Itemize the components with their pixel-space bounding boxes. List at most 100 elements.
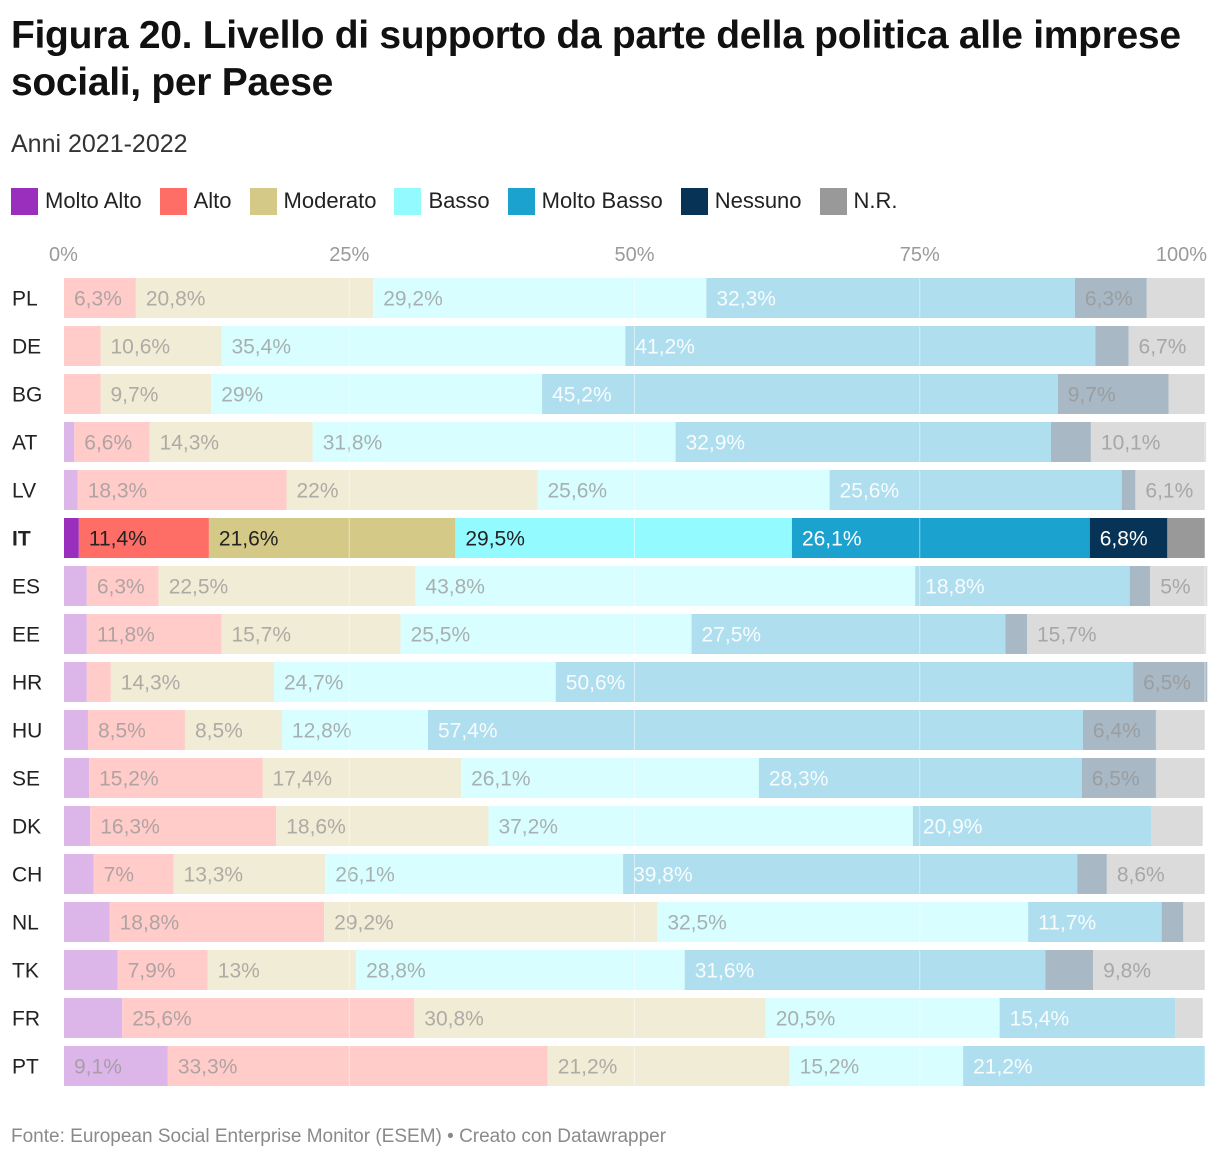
legend-swatch (680, 187, 708, 215)
data-label: 24,7% (284, 672, 344, 695)
row-label: HU (12, 720, 42, 743)
data-label: 8,5% (195, 720, 243, 743)
bar-segment (414, 998, 766, 1038)
bar-segment (173, 854, 326, 894)
row-label: PT (12, 1056, 39, 1079)
legend-swatch (249, 187, 277, 215)
bar-segment (1129, 566, 1151, 606)
row-label: CH (12, 864, 42, 887)
data-label: 10,1% (1101, 432, 1161, 455)
bar-segment (324, 902, 658, 942)
data-label: 7,9% (128, 960, 176, 983)
bar-segment (1090, 422, 1207, 462)
bar-segment (1133, 662, 1208, 702)
data-label: 13,3% (184, 864, 244, 887)
legend-swatch (507, 187, 535, 215)
row-label: ES (12, 576, 40, 599)
bar-segment (64, 662, 87, 702)
data-label: 22,5% (169, 576, 229, 599)
bar-segment (1093, 950, 1205, 990)
data-label: 32,9% (686, 432, 746, 455)
bar-segment (1175, 998, 1203, 1038)
data-label: 18,8% (925, 576, 985, 599)
data-label: 9,7% (1068, 384, 1116, 407)
bar-segment (64, 998, 123, 1038)
data-label: 6,6% (84, 432, 132, 455)
legend-item-alto: Alto (159, 187, 232, 215)
bar-segment (1146, 278, 1205, 318)
bar-segment (1095, 326, 1129, 366)
data-label: 28,3% (769, 768, 829, 791)
legend-label: N.R. (853, 188, 898, 213)
data-label: 13% (218, 960, 260, 983)
data-label: 20,5% (776, 1008, 836, 1031)
data-label: 32,5% (667, 912, 727, 935)
data-label: 25,6% (548, 480, 608, 503)
bar-segment (109, 902, 325, 942)
data-label: 31,6% (695, 960, 755, 983)
bar-segment (64, 854, 94, 894)
bar-segment (110, 662, 274, 702)
data-label: 10,6% (111, 336, 171, 359)
bar-segment (1168, 374, 1205, 414)
legend-label: Basso (428, 188, 490, 213)
row-label: DE (12, 336, 41, 359)
data-label: 14,3% (160, 432, 220, 455)
legend-label: Nessuno (714, 188, 802, 213)
data-label: 26,1% (471, 768, 531, 791)
bar-segment (1081, 758, 1156, 798)
data-label: 50,6% (566, 672, 626, 695)
data-label: 6,5% (1143, 672, 1191, 695)
data-label: 21,2% (558, 1056, 618, 1079)
legend-label: Alto (193, 188, 232, 213)
data-label: 20,8% (146, 288, 206, 311)
bar-segment (1082, 710, 1156, 750)
bar-segment (286, 470, 538, 510)
legend-item-molto-basso: Molto Basso (507, 187, 663, 215)
bar-segment (100, 374, 212, 414)
data-label: 6,7% (1139, 336, 1187, 359)
bar-segment (64, 470, 78, 510)
row-label: NL (12, 912, 39, 935)
data-label: 6,8% (1100, 528, 1148, 551)
bar-segment (64, 806, 91, 846)
bar-segment (427, 710, 1083, 750)
bar-segment (1045, 950, 1094, 990)
row-label: BG (12, 384, 42, 407)
bar-segment (1135, 470, 1205, 510)
data-label: 15,2% (99, 768, 159, 791)
data-label: 32,3% (716, 288, 776, 311)
legend-swatch (394, 187, 422, 215)
data-label: 11,4% (89, 528, 147, 551)
bar-segment (455, 518, 792, 558)
data-label: 17,4% (273, 768, 333, 791)
data-label: 5% (1160, 576, 1190, 599)
bar-segment (915, 566, 1130, 606)
bar-segment (1028, 902, 1162, 942)
data-label: 6,3% (97, 576, 145, 599)
bar-segment (64, 1046, 168, 1086)
bar-segment (461, 758, 759, 798)
bar-segment (963, 1046, 1205, 1086)
bar-segment (1161, 902, 1184, 942)
stacked-bar-chart: 0% 25% 50% 75% 100% PL 6,3% 20,8% 29,2% 32,3% 6,3%… (12, 244, 1208, 1086)
data-label: 15,7% (231, 624, 291, 647)
data-label: 37,2% (498, 816, 558, 839)
data-label: 15,7% (1037, 624, 1097, 647)
bar-segment (273, 662, 556, 702)
bar-segment (1155, 710, 1205, 750)
data-label: 41,2% (635, 336, 695, 359)
bar-segment (312, 422, 676, 462)
data-label: 26,1% (335, 864, 395, 887)
data-label: 57,4% (438, 720, 498, 743)
bar-segment (791, 518, 1090, 558)
bar-segment (207, 950, 357, 990)
bar-segment (64, 374, 101, 414)
legend-item-nessuno: Nessuno (680, 187, 802, 215)
bar-segment (64, 278, 136, 318)
data-label: 6,1% (1145, 480, 1193, 503)
bar-segment (77, 470, 287, 510)
bar-segment (221, 326, 626, 366)
x-tick-label: 100% (1156, 244, 1207, 266)
bar-segment (789, 1046, 964, 1086)
